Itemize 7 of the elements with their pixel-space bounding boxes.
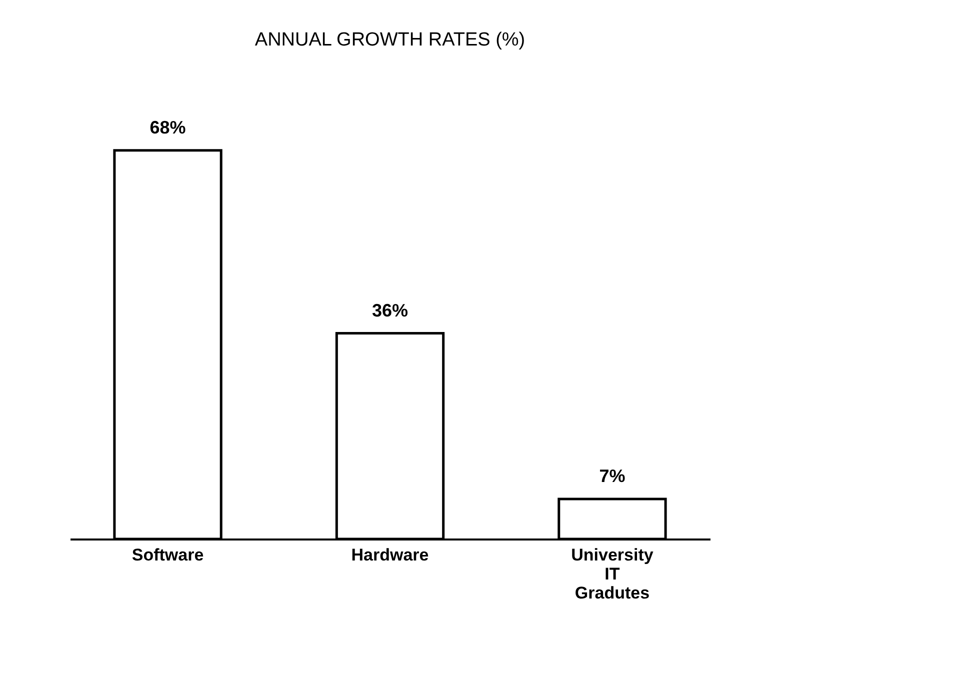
data-label: 68% — [150, 117, 186, 138]
x-tick-label: University IT Gradutes — [571, 546, 654, 602]
data-label: 7% — [599, 466, 626, 486]
x-tick-label: Software — [132, 546, 204, 564]
x-tick-label: Hardware — [351, 546, 429, 564]
chart-title: ANNUAL GROWTH RATES (%) — [254, 29, 526, 50]
data-label: 36% — [372, 300, 408, 320]
